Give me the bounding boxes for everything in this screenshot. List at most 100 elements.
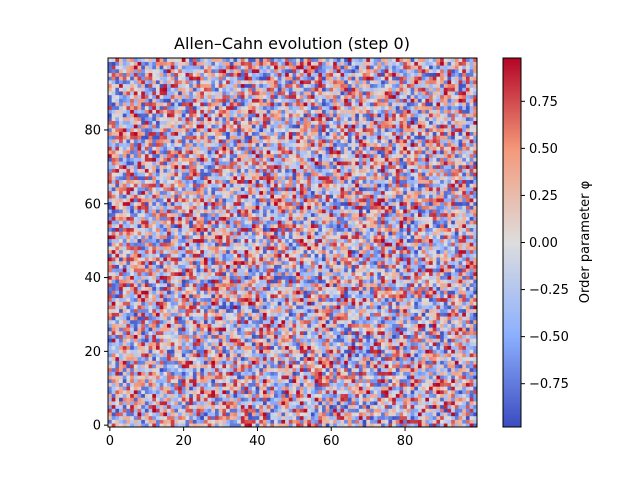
heatmap-cell [395, 323, 400, 328]
heatmap-cell [347, 367, 352, 372]
heatmap-cell [440, 345, 445, 350]
heatmap-cell [296, 386, 301, 391]
heatmap-cell [170, 249, 175, 254]
heatmap-cell [292, 297, 297, 302]
heatmap-cell [333, 297, 338, 302]
heatmap-cell [215, 275, 219, 280]
heatmap-cell [351, 419, 356, 424]
heatmap-cell [174, 260, 179, 265]
heatmap-cell [421, 305, 426, 310]
heatmap-cell [203, 294, 208, 299]
heatmap-cell [447, 286, 452, 291]
heatmap-cell [111, 319, 116, 324]
heatmap-cell [167, 249, 171, 254]
heatmap-cell [355, 356, 360, 361]
heatmap-cell [144, 275, 149, 280]
heatmap-cell [185, 386, 190, 391]
heatmap-cell [421, 419, 426, 424]
heatmap-cell [333, 353, 338, 358]
heatmap-cell [137, 272, 142, 276]
heatmap-cell [133, 401, 138, 406]
heatmap-cell [163, 257, 168, 262]
heatmap-cell [111, 379, 116, 383]
heatmap-cell [155, 419, 160, 424]
heatmap-cell [189, 257, 194, 262]
heatmap-cell [336, 319, 341, 324]
heatmap-cell [270, 264, 275, 269]
heatmap-cell [292, 334, 297, 339]
heatmap-cell [237, 415, 242, 420]
heatmap-cell [318, 382, 323, 387]
heatmap-cell [340, 423, 345, 428]
heatmap-cell [178, 367, 183, 372]
heatmap-cell [333, 290, 338, 295]
heatmap-cell [425, 371, 430, 376]
heatmap-cell [233, 353, 238, 358]
heatmap-cell [303, 375, 308, 380]
heatmap-cell [314, 338, 319, 343]
heatmap-cell [122, 264, 127, 269]
heatmap-cell [108, 356, 112, 361]
heatmap-cell [421, 423, 426, 428]
heatmap-cell [251, 279, 256, 284]
heatmap-cell [255, 264, 260, 269]
heatmap-cell [203, 379, 208, 383]
heatmap-cell [111, 360, 116, 365]
heatmap-cell [347, 375, 352, 380]
heatmap-cell [417, 390, 422, 395]
heatmap-cell [421, 327, 426, 332]
heatmap-cell [292, 312, 297, 317]
heatmap-cell [237, 279, 242, 284]
heatmap-cell [314, 301, 319, 306]
heatmap-cell [251, 412, 256, 417]
heatmap-cell [211, 397, 216, 402]
heatmap-cell [447, 283, 452, 288]
heatmap-cell [237, 338, 242, 343]
heatmap-cell [296, 364, 301, 369]
heatmap-cell [207, 404, 212, 409]
heatmap-cell [299, 338, 304, 343]
heatmap-cell [373, 412, 378, 417]
heatmap-cell [303, 367, 308, 372]
heatmap-cell [340, 356, 345, 361]
heatmap-cell [358, 338, 363, 343]
heatmap-cell [259, 338, 264, 343]
heatmap-cell [469, 353, 474, 358]
heatmap-cell [181, 423, 186, 428]
heatmap-cell [192, 412, 197, 417]
heatmap-cell [148, 242, 153, 247]
heatmap-cell [266, 316, 271, 321]
heatmap-cell [351, 264, 356, 269]
heatmap-cell [425, 268, 430, 273]
heatmap-cell [244, 382, 249, 387]
heatmap-cell [392, 404, 397, 409]
heatmap-cell [148, 279, 153, 284]
heatmap-cell [403, 246, 408, 251]
heatmap-cell [355, 349, 360, 354]
heatmap-cell [384, 423, 389, 428]
heatmap-cell [377, 331, 382, 335]
heatmap-cell [174, 334, 179, 339]
heatmap-cell [240, 297, 245, 302]
heatmap-cell [111, 393, 116, 398]
heatmap-cell [451, 249, 456, 254]
heatmap-cell [226, 290, 231, 295]
heatmap-cell [344, 415, 349, 420]
heatmap-cell [318, 408, 323, 413]
heatmap-cell [473, 390, 478, 395]
heatmap-cell [178, 397, 183, 402]
heatmap-cell [465, 275, 470, 280]
heatmap-cell [318, 338, 323, 343]
heatmap-cell [358, 301, 363, 306]
heatmap-cell [322, 331, 326, 335]
heatmap-cell [148, 386, 153, 391]
heatmap-cell [207, 379, 212, 383]
heatmap-cell [167, 334, 171, 339]
heatmap-cell [108, 249, 112, 254]
heatmap-cell [336, 367, 341, 372]
heatmap-cell [178, 316, 183, 321]
heatmap-cell [366, 323, 371, 328]
heatmap-cell [277, 308, 282, 313]
heatmap-cell [274, 334, 278, 339]
heatmap-cell [200, 393, 205, 398]
